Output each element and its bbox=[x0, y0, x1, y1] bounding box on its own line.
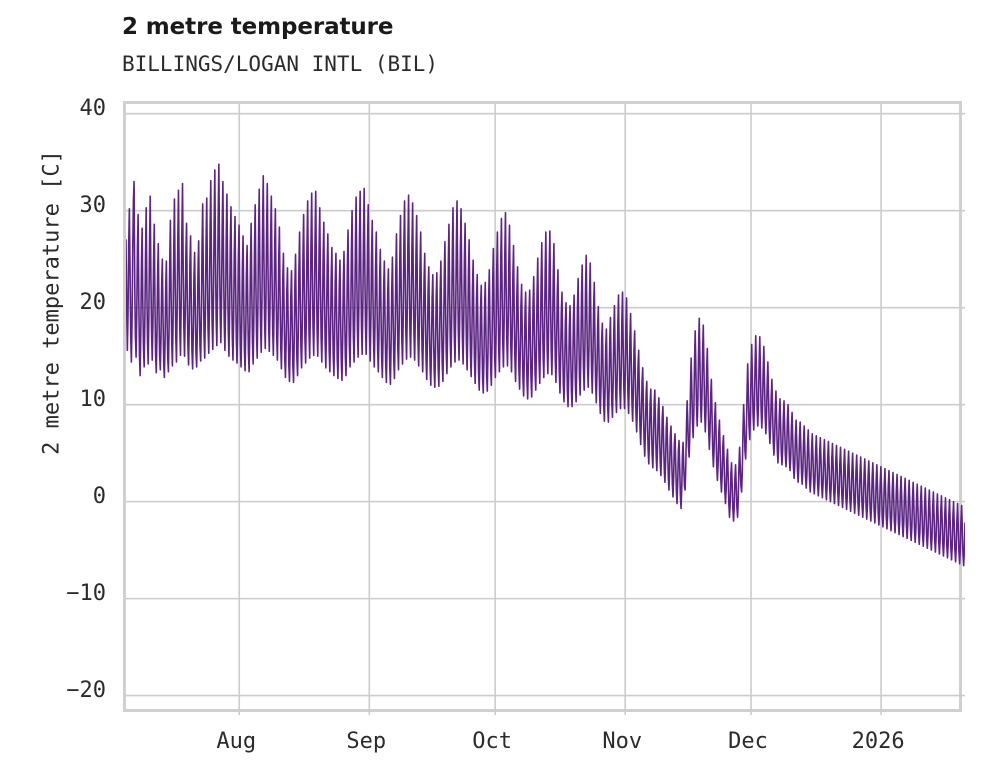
x-tick-label: Oct bbox=[472, 729, 513, 754]
series-line-0 bbox=[126, 163, 965, 567]
x-tick-label: Sep bbox=[346, 729, 387, 754]
y-tick-label: 30 bbox=[79, 192, 107, 218]
y-tick-label: 10 bbox=[79, 386, 107, 412]
y-tick-label: 40 bbox=[79, 95, 107, 121]
x-tick-label: Nov bbox=[602, 729, 643, 754]
plot-svg bbox=[126, 104, 965, 715]
chart-subtitle: BILLINGS/LOGAN INTL (BIL) bbox=[122, 52, 439, 76]
y-tick-label: −20 bbox=[66, 677, 106, 703]
x-tick-label: Dec bbox=[728, 729, 768, 754]
y-tick-label: −10 bbox=[66, 580, 106, 606]
chart-title: 2 metre temperature bbox=[122, 14, 394, 40]
y-tick-label: 0 bbox=[92, 483, 106, 509]
x-tick-label: 2026 bbox=[851, 729, 905, 754]
series-lines bbox=[126, 163, 965, 567]
plot-area bbox=[123, 101, 965, 715]
gridlines bbox=[126, 104, 965, 715]
y-tick-label: 20 bbox=[79, 289, 107, 315]
x-tick-label: Aug bbox=[216, 729, 257, 754]
